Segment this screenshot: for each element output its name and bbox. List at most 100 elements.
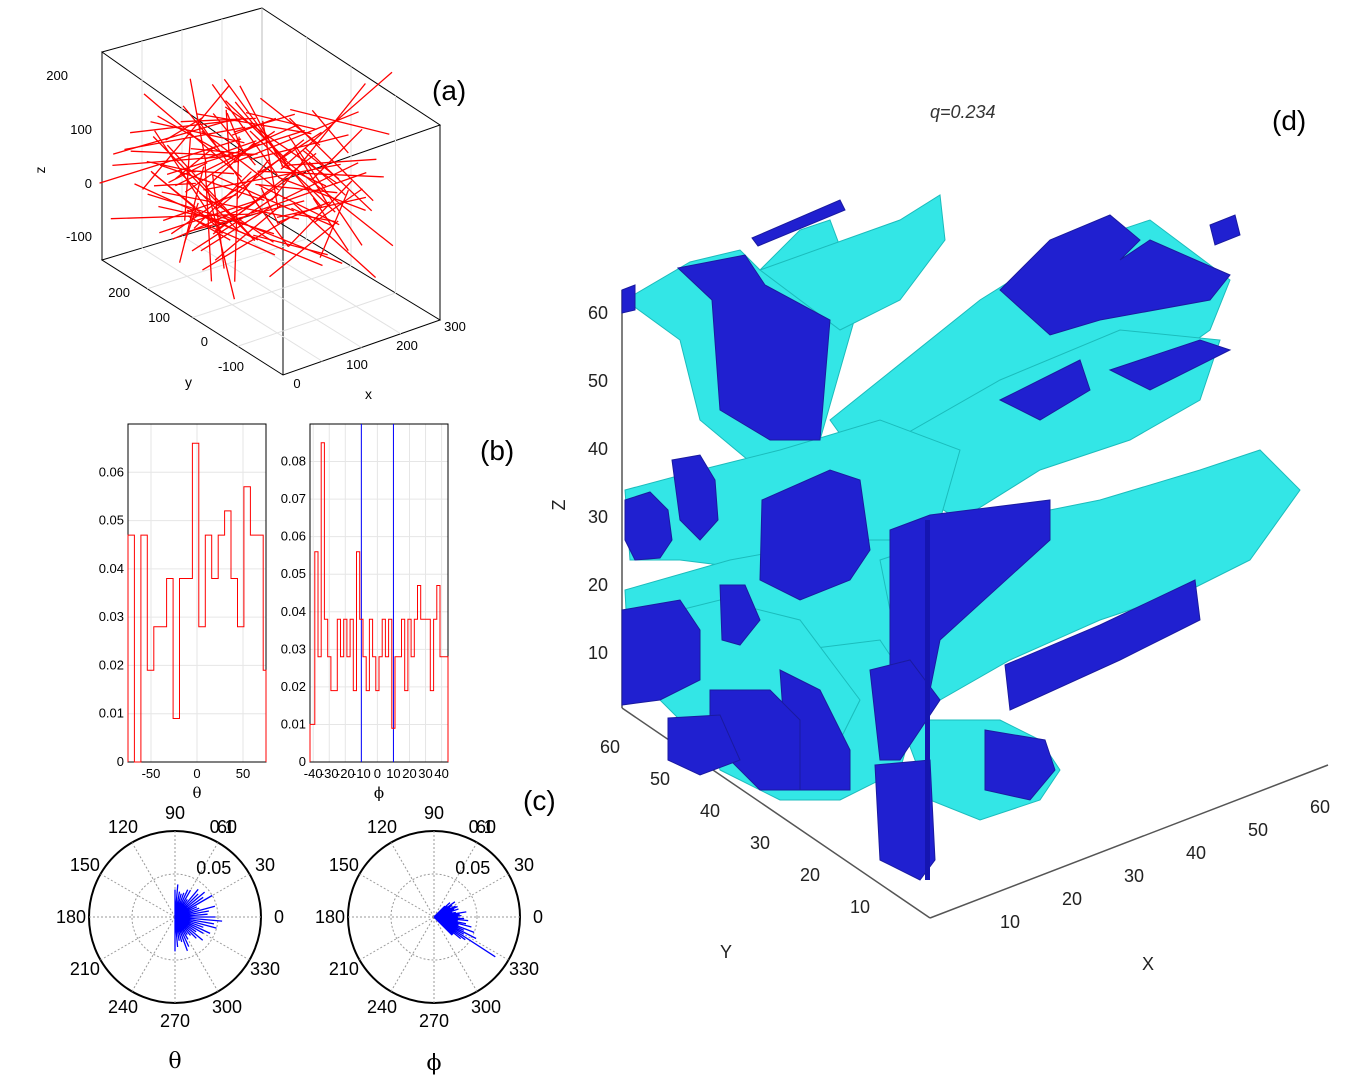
chart-a-segment (249, 193, 289, 247)
chart-a-segment (182, 105, 218, 148)
chart-d-cap (1108, 339, 1232, 391)
chart-a-segment (154, 130, 223, 234)
chart-a-x-tick: 300 (444, 319, 466, 334)
chart-a-gridline (237, 292, 396, 347)
chart-a-segment (279, 155, 394, 247)
chart-c1-angle-tick: 330 (250, 959, 280, 979)
chart-c1-label: θ (168, 1049, 181, 1074)
chart-a-segment (311, 109, 349, 154)
chart-a-segment (290, 108, 390, 135)
chart-a-segment (234, 136, 240, 282)
chart-a-segment (269, 220, 339, 278)
chart-a-segment (260, 187, 279, 225)
chart-a-segment (212, 113, 256, 166)
chart-b2-y-tick: 0.08 (281, 454, 306, 469)
chart-a-y-tick: 0 (201, 334, 208, 349)
chart-d-x-tick: 30 (1124, 866, 1144, 886)
chart-d-cap (1004, 579, 1201, 711)
chart-a-segment (313, 188, 363, 223)
chart-a-z-tick: -100 (66, 229, 92, 244)
chart-a-segment (206, 187, 236, 300)
chart-b2-x-tick: 40 (434, 766, 448, 781)
chart-d-y-tick: 30 (750, 833, 770, 853)
chart-d-cap (676, 254, 831, 441)
chart-c2-angle-tick: 330 (509, 959, 539, 979)
chart-b2-x-tick: -40 (304, 766, 323, 781)
chart-b1-y-tick: 0 (117, 754, 124, 769)
chart-b2-x-tick: -20 (336, 766, 355, 781)
chart-c1-angle-tick: 270 (160, 1011, 190, 1031)
chart-c1-angle-tick: 150 (70, 855, 100, 875)
chart-a-segment (245, 111, 317, 131)
panel-label-b: (b) (480, 435, 514, 466)
chart-c1-rays (174, 884, 223, 952)
chart-d-cap (759, 469, 871, 601)
chart-b2-y-tick: 0 (299, 754, 306, 769)
chart-a-segment (143, 93, 243, 178)
chart-a-z-tick: 100 (70, 122, 92, 137)
chart-a-3d-lines: 200 100 0 -100 z 200 100 0 -100 y 0 100 … (32, 7, 466, 402)
chart-d-x-tick: 50 (1248, 820, 1268, 840)
chart-c2-angle-tick: 150 (329, 855, 359, 875)
chart-a-segment (200, 204, 274, 252)
chart-a-segment (158, 205, 228, 223)
chart-c1-spoke (131, 842, 176, 918)
chart-c1-angle-tick: 300 (212, 997, 242, 1017)
chart-b2-y-tick: 0.06 (281, 529, 306, 544)
chart-a-segment (288, 135, 363, 246)
chart-b1-y-tick: 0.01 (99, 706, 124, 721)
chart-a-gridline (181, 235, 362, 348)
chart-c1-angle-tick: 240 (108, 997, 138, 1017)
chart-b1-theta-histogram: 0 0.01 0.02 0.03 0.04 0.05 0.06 -50 0 50 θ (99, 423, 267, 802)
chart-b1-y-tick: 0.02 (99, 657, 124, 672)
chart-b2-y-tick: 0.03 (281, 641, 306, 656)
chart-b1-y-tick: 0.04 (99, 561, 124, 576)
chart-a-segment (302, 150, 340, 180)
chart-a-x-tick: 0 (293, 376, 300, 391)
chart-a-segment (250, 171, 367, 214)
chart-a-segment (278, 176, 366, 212)
chart-d-cap (671, 454, 719, 541)
chart-b1-y-tick: 0.05 (99, 513, 124, 528)
chart-a-segment (150, 121, 245, 144)
chart-c1-angle-tick: 30 (255, 855, 275, 875)
chart-d-y-tick: 20 (800, 865, 820, 885)
chart-a-segment (186, 209, 323, 267)
chart-b2-x-tick: -10 (352, 766, 371, 781)
chart-c1-angle-tick: 60 (217, 817, 237, 837)
chart-b1-y-tick: 0.03 (99, 609, 124, 624)
chart-d-x-tick: 40 (1186, 843, 1206, 863)
chart-c1-angle-tick: 180 (56, 907, 86, 927)
chart-a-segment (159, 198, 261, 234)
chart-a-segment (258, 184, 340, 226)
chart-c2-angle-tick: 90 (424, 803, 444, 823)
chart-c2-angle-tick: 0 (533, 907, 543, 927)
chart-a-segment (191, 170, 235, 175)
chart-a-segment (280, 71, 393, 170)
chart-d-y-tick: 40 (700, 801, 720, 821)
chart-d-y-tick: 60 (600, 737, 620, 757)
chart-a-segment (162, 194, 237, 222)
chart-a-segment (153, 182, 196, 187)
chart-c2-rays (433, 901, 496, 958)
chart-b1-x-tick: 0 (193, 766, 200, 781)
chart-a-segment (225, 109, 230, 158)
chart-c2-radial-tick: 0.1 (469, 817, 494, 837)
chart-d-front-edge (925, 520, 930, 880)
chart-a-y-label: y (185, 374, 192, 390)
chart-a-segment (249, 134, 349, 161)
chart-a-segment (174, 146, 216, 180)
chart-a-segment (99, 138, 242, 184)
chart-d-z-tick: 40 (588, 439, 608, 459)
chart-a-y-tick: -100 (218, 359, 244, 374)
chart-d-z-tick: 50 (588, 371, 608, 391)
chart-b2-x-tick: 30 (418, 766, 432, 781)
chart-a-segment (184, 137, 192, 221)
chart-a-segment (142, 84, 230, 190)
chart-d-z-tick: 20 (588, 575, 608, 595)
chart-c2-angle-tick: 210 (329, 959, 359, 979)
chart-a-segment (196, 220, 276, 256)
chart-c1-ring (131, 873, 219, 961)
chart-a-segment (152, 136, 256, 242)
chart-c2-label: ϕ (427, 1051, 442, 1076)
